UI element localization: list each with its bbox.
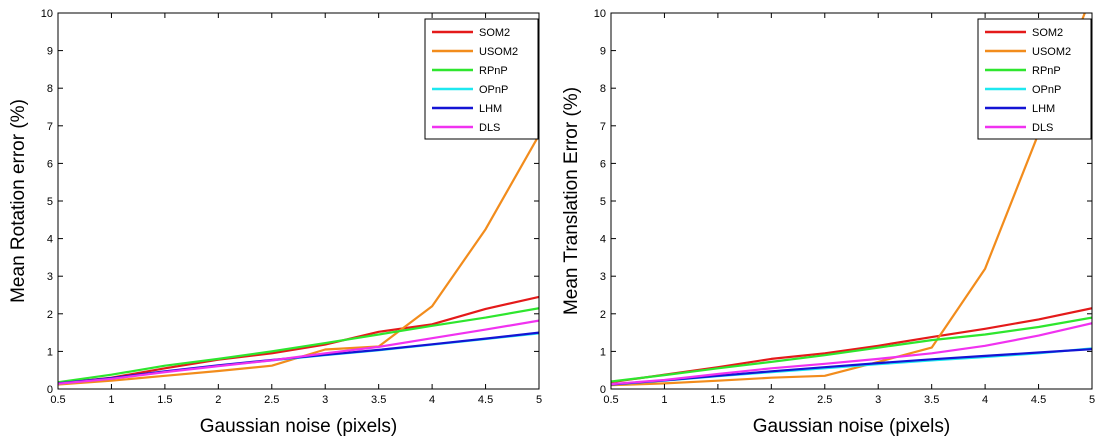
y-tick-label: 3 bbox=[47, 271, 53, 283]
series-line-dls bbox=[611, 322, 1092, 386]
y-tick-label: 8 bbox=[600, 83, 606, 95]
legend: SOM2 USOM2 RPnP OPnP LHM DLS bbox=[424, 18, 539, 140]
y-axis-label: Mean Translation Error (%) bbox=[561, 87, 582, 315]
x-tick-label: 2 bbox=[215, 394, 221, 406]
x-tick-label: 3.5 bbox=[371, 394, 386, 406]
y-tick-label: 0 bbox=[47, 384, 53, 396]
series-lines bbox=[58, 134, 539, 386]
series-line-rpnp bbox=[58, 307, 539, 384]
x-tick-label: 2.5 bbox=[264, 394, 279, 406]
series-line-dls bbox=[58, 319, 539, 385]
legend-label-lhm: LHM bbox=[1032, 103, 1055, 115]
legend-label-opnp: OPnP bbox=[1032, 84, 1061, 96]
y-tick-label: 5 bbox=[600, 196, 606, 208]
x-tick-label: 2 bbox=[768, 394, 774, 406]
legend-label-usom2: USOM2 bbox=[479, 46, 518, 58]
translation-error-chart: 0.5 1 1.5 2 2.5 3 3.5 4 4.5 5 0 1 2 3 4 5 6 7 8 9 10 Gaussian… bbox=[561, 8, 1095, 437]
x-tick-label: 1 bbox=[661, 394, 667, 406]
legend-label-dls: DLS bbox=[479, 122, 500, 134]
x-tick-label: 0.5 bbox=[50, 394, 65, 406]
x-tick-label: 1.5 bbox=[710, 394, 725, 406]
y-axis-label: Mean Rotation error (%) bbox=[8, 99, 29, 303]
legend-label-lhm: LHM bbox=[479, 103, 502, 115]
legend-label-rpnp: RPnP bbox=[1032, 65, 1061, 77]
x-axis-label: Gaussian noise (pixels) bbox=[753, 416, 950, 437]
legend-label-usom2: USOM2 bbox=[1032, 46, 1071, 58]
x-tick-label: 3 bbox=[875, 394, 881, 406]
y-tick-label: 5 bbox=[47, 196, 53, 208]
y-tick-label: 2 bbox=[47, 309, 53, 321]
y-tick-label: 8 bbox=[47, 83, 53, 95]
x-tick-label: 5 bbox=[1089, 394, 1095, 406]
legend-label-som2: SOM2 bbox=[479, 27, 510, 39]
x-tick-label: 1 bbox=[108, 394, 114, 406]
legend: SOM2 USOM2 RPnP OPnP LHM DLS bbox=[977, 18, 1092, 140]
legend-label-dls: DLS bbox=[1032, 122, 1053, 134]
x-tick-label: 4 bbox=[982, 394, 988, 406]
y-tick-label: 9 bbox=[600, 46, 606, 58]
x-tick-label: 1.5 bbox=[157, 394, 172, 406]
x-axis-label: Gaussian noise (pixels) bbox=[200, 416, 397, 437]
series-line-usom2 bbox=[611, 13, 1086, 387]
y-tick-label: 6 bbox=[600, 158, 606, 170]
series-line-som2 bbox=[611, 307, 1092, 384]
legend-label-opnp: OPnP bbox=[479, 84, 508, 96]
series-line-rpnp bbox=[611, 316, 1092, 383]
x-tick-label: 5 bbox=[536, 394, 542, 406]
legend-label-rpnp: RPnP bbox=[479, 65, 508, 77]
y-tick-label: 4 bbox=[600, 234, 606, 246]
y-tick-label: 10 bbox=[41, 8, 53, 20]
y-tick-label: 2 bbox=[600, 309, 606, 321]
x-tick-label: 3 bbox=[322, 394, 328, 406]
legend-label-som2: SOM2 bbox=[1032, 27, 1063, 39]
x-tick-label: 0.5 bbox=[603, 394, 618, 406]
legend-box bbox=[424, 18, 539, 140]
y-tick-label: 6 bbox=[47, 158, 53, 170]
x-tick-label: 4 bbox=[429, 394, 435, 406]
x-tick-label: 4.5 bbox=[1031, 394, 1046, 406]
y-tick-label: 4 bbox=[47, 234, 53, 246]
x-tick-label: 2.5 bbox=[817, 394, 832, 406]
x-tick-label: 4.5 bbox=[478, 394, 493, 406]
y-tick-label: 10 bbox=[594, 8, 606, 20]
y-tick-label: 7 bbox=[47, 121, 53, 133]
x-tick-label: 3.5 bbox=[924, 394, 939, 406]
rotation-error-chart: 0.5 1 1.5 2 2.5 3 3.5 4 4.5 5 0 1 2 3 4 5 6 7 8 9 10 Gaussian… bbox=[8, 8, 542, 437]
y-tick-label: 9 bbox=[47, 46, 53, 58]
y-tick-label: 7 bbox=[600, 121, 606, 133]
y-tick-label: 1 bbox=[600, 346, 606, 358]
y-tick-label: 3 bbox=[600, 271, 606, 283]
y-tick-label: 1 bbox=[47, 346, 53, 358]
legend-box bbox=[977, 18, 1092, 140]
y-tick-label: 0 bbox=[600, 384, 606, 396]
series-line-som2 bbox=[58, 295, 539, 385]
series-lines bbox=[611, 13, 1092, 387]
